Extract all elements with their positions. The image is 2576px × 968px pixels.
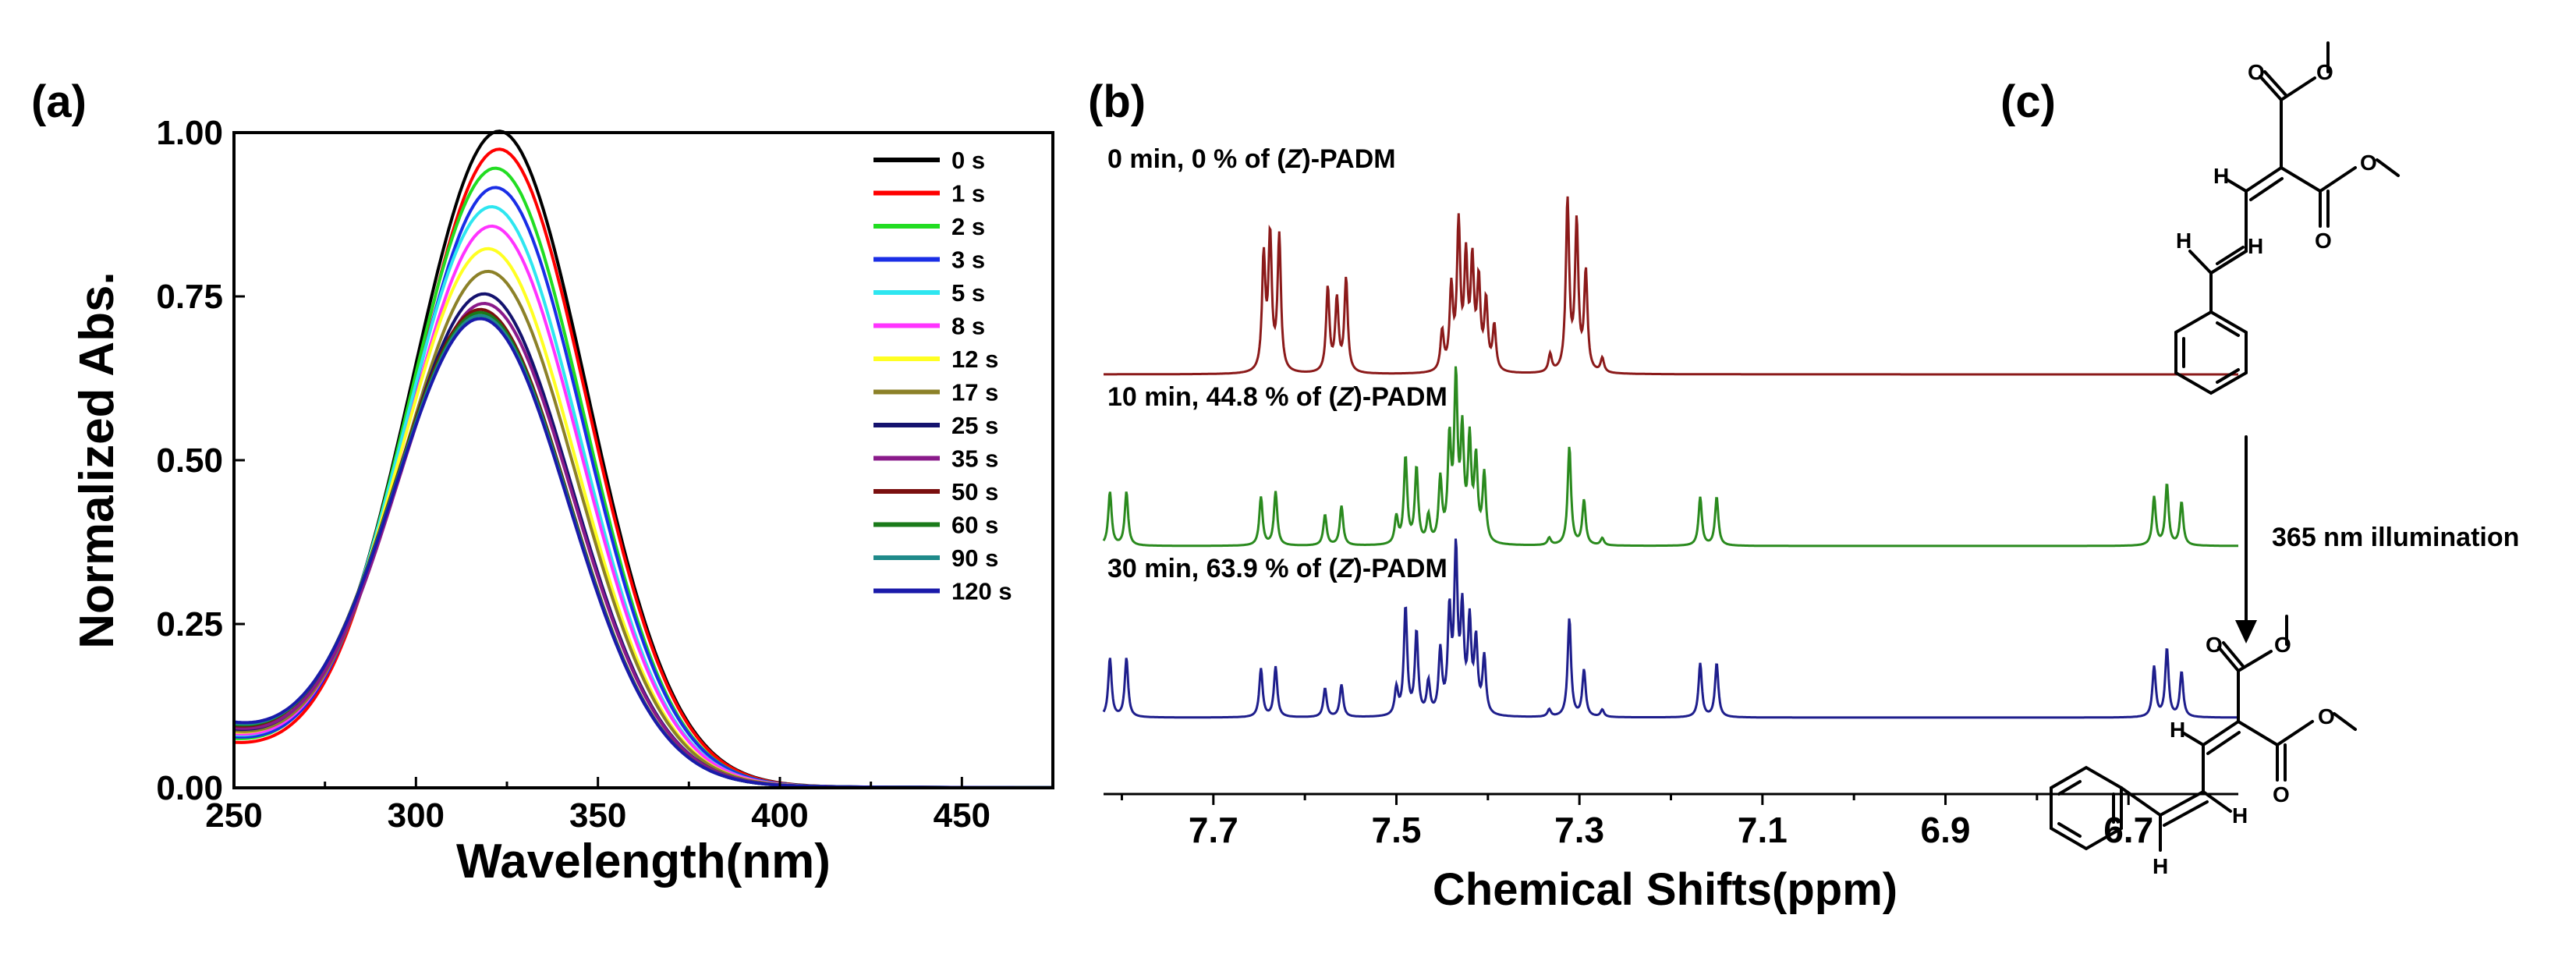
legend-label: 17 s: [951, 379, 998, 406]
y-tick-label: 0.25: [156, 605, 223, 644]
molecule-e-atom-labels: O O O O H H H: [2176, 60, 2377, 258]
uv-vis-series-line: [233, 314, 1053, 789]
uv-vis-legend: 0 s 1 s 2 s 3 s 5 s 8 s 12 s 17 s 25 s 35 s 50 s 60…: [873, 147, 1012, 605]
molecule-e-isomer: [2174, 41, 2400, 395]
uv-vis-series-line: [233, 310, 1053, 789]
atom-label: O: [2274, 633, 2291, 657]
x-tick-label: 350: [569, 796, 626, 835]
molecule-z-isomer: [2050, 615, 2357, 852]
nmr-x-axis-label: Chemical Shifts(ppm): [1433, 864, 1897, 915]
nmr-spectrum-label: 0 min, 0 % of (Z)-PADM: [1107, 144, 1396, 174]
uv-vis-y-axis-label: Normalized Abs.: [70, 271, 124, 648]
nmr-x-axis: 7.7 7.5 7.3 7.1 6.9 6.7: [1104, 792, 2238, 850]
legend-label: 12 s: [951, 346, 998, 373]
nmr-spectrum-labels: 0 min, 0 % of (Z)-PADM 10 min, 44.8 % of …: [1107, 144, 1447, 583]
y-tick-label: 1.00: [156, 114, 223, 152]
uv-vis-series-line: [233, 292, 1053, 789]
nmr-spectrum-line: [1104, 196, 2238, 376]
atom-label: O: [2318, 704, 2335, 729]
reaction-arrow-head: [2235, 620, 2257, 644]
x-tick-label: 450: [934, 796, 990, 835]
atom-label: O: [2206, 633, 2223, 657]
legend-label: 2 s: [951, 213, 985, 240]
uv-vis-series-line: [233, 301, 1053, 789]
uv-vis-series-line: [233, 317, 1053, 789]
nmr-spectrum-label: 10 min, 44.8 % of (Z)-PADM: [1107, 382, 1447, 412]
x-tick-label: 7.5: [1372, 810, 1422, 850]
atom-label: O: [2360, 151, 2377, 175]
panel-label-a: (a): [31, 76, 87, 127]
atom-label: H: [2213, 164, 2229, 188]
nmr-spectrum-label: 30 min, 63.9 % of (Z)-PADM: [1107, 554, 1447, 583]
atom-label: H: [2153, 854, 2168, 878]
legend-label: 50 s: [951, 478, 998, 505]
uv-vis-chart: 250 300 350 400 450 0.00 0.25 0.50 0.75 1.00 0 s 1…: [70, 114, 1054, 888]
atom-label: H: [2232, 803, 2248, 828]
x-tick-label: 6.9: [1921, 810, 1971, 850]
nmr-spectrum-line: [1102, 538, 2238, 719]
molecule-z-atom-labels: O O O O H H H: [2153, 633, 2335, 878]
atom-label: O: [2315, 229, 2332, 253]
uv-vis-axes: 250 300 350 400 450 0.00 0.25 0.50 0.75 1.00: [156, 114, 990, 835]
legend-label: 1 s: [951, 180, 985, 207]
atom-label: O: [2316, 60, 2333, 84]
atom-label: O: [2273, 782, 2290, 807]
nmr-spectra-group: [1102, 196, 2238, 719]
x-tick-label: 250: [205, 796, 262, 835]
benzene-ring-top: [2174, 310, 2248, 395]
legend-label: 25 s: [951, 412, 998, 439]
atom-label: H: [2176, 229, 2192, 253]
x-tick-label: 6.7: [2103, 810, 2153, 850]
uv-vis-series-line: [233, 269, 1053, 789]
reaction-scheme: [2050, 41, 2400, 852]
legend-label: 8 s: [951, 313, 985, 340]
legend-label: 5 s: [951, 279, 985, 307]
x-tick-label: 7.7: [1189, 810, 1238, 850]
legend-label: 60 s: [951, 512, 998, 539]
atom-label: H: [2170, 718, 2185, 742]
x-tick-label: 400: [751, 796, 808, 835]
atom-label: H: [2248, 234, 2263, 258]
legend-label: 120 s: [951, 578, 1012, 605]
atom-label: O: [2248, 60, 2265, 84]
legend-label: 3 s: [951, 246, 985, 274]
panel-label-b: (b): [1088, 76, 1146, 127]
nmr-chart: 0 min, 0 % of (Z)-PADM 10 min, 44.8 % of …: [1102, 144, 2238, 915]
uv-vis-series-line: [233, 246, 1053, 789]
uv-vis-x-axis-label: Wavelength(nm): [456, 835, 831, 888]
y-tick-label: 0.00: [156, 769, 223, 807]
legend-label: 90 s: [951, 544, 998, 572]
x-tick-label: 300: [388, 796, 445, 835]
arrow-label: 365 nm illumination: [2272, 523, 2519, 552]
y-tick-label: 0.50: [156, 441, 223, 480]
x-tick-label: 7.3: [1554, 810, 1604, 850]
panel-label-c: (c): [2000, 76, 2056, 127]
uv-vis-series-line: [233, 307, 1054, 789]
legend-label: 0 s: [951, 147, 985, 174]
y-tick-label: 0.75: [156, 278, 223, 316]
legend-label: 35 s: [951, 445, 998, 473]
nmr-spectrum-line: [1102, 366, 2238, 548]
benzene-ring-bottom: [2050, 765, 2123, 851]
x-tick-label: 7.1: [1738, 810, 1788, 850]
